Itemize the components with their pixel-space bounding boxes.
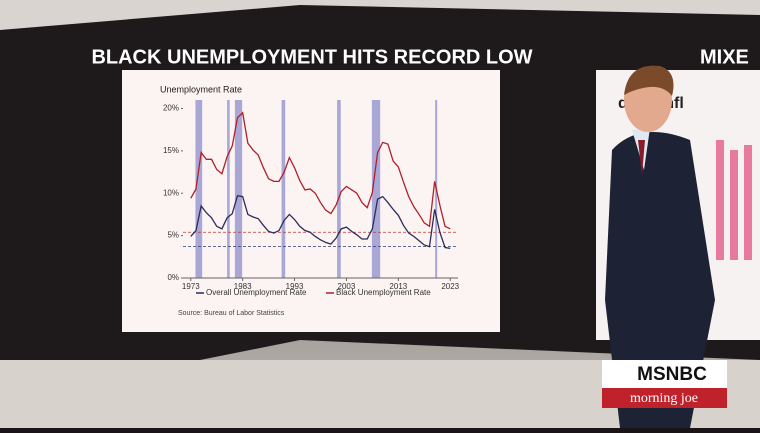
- presenter: [605, 65, 715, 428]
- tie: [638, 140, 645, 175]
- recession-band: [281, 100, 286, 278]
- x-tick-label: 2013: [389, 282, 407, 291]
- y-tick-label: 10%: [163, 188, 179, 197]
- hair: [624, 65, 674, 96]
- side-bar: [744, 145, 752, 260]
- x-tick-label: 1993: [286, 282, 304, 291]
- x-tick-label: 2003: [338, 282, 356, 291]
- data-line: [190, 111, 451, 230]
- recession-band: [195, 100, 203, 278]
- logo-network: MSNBC: [637, 364, 707, 385]
- y-tick-label: 20%: [163, 104, 179, 113]
- x-tick-label: 1983: [234, 282, 252, 291]
- recession-band: [371, 100, 381, 278]
- source-note: Source: Bureau of Labor Statistics: [178, 310, 285, 317]
- y-axis-title: Unemployment Rate: [160, 84, 242, 94]
- plot: 0% 5% 10% 15% 20% 1973 1983 1993 2003 2013 2023 Ove…: [163, 100, 460, 297]
- recession-band: [234, 100, 243, 278]
- side-bar: [730, 150, 738, 260]
- logo-box: [602, 360, 727, 388]
- x-tick-label: 2023: [441, 282, 459, 291]
- side-title: MIXE: [700, 46, 749, 68]
- y-tick-label: 5%: [167, 231, 179, 240]
- y-tick-label: 15%: [163, 146, 179, 155]
- recession-band: [337, 100, 341, 278]
- side-bar: [716, 140, 724, 260]
- x-tick-label: 1973: [182, 282, 200, 291]
- chart-title: BLACK UNEMPLOYMENT HITS RECORD LOW: [91, 46, 532, 68]
- data-line: [190, 195, 451, 249]
- logo-show-box: [602, 388, 727, 408]
- logo-show: morning joe: [630, 391, 698, 406]
- legend-label: Overall Unemployment Rate: [206, 288, 307, 297]
- suit: [605, 132, 715, 428]
- recession-band: [227, 100, 230, 278]
- y-tick-label: 0%: [167, 273, 179, 282]
- legend-label: Black Unemployment Rate: [336, 288, 431, 297]
